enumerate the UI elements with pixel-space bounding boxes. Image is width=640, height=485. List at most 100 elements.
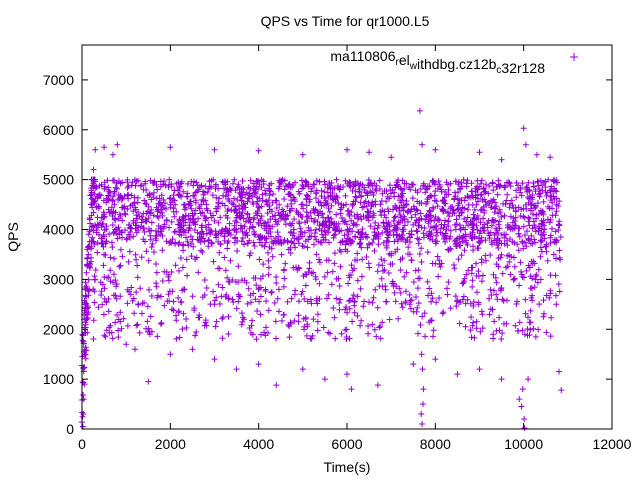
data-point <box>235 279 242 286</box>
data-point <box>543 241 550 248</box>
data-point <box>253 336 260 343</box>
data-point <box>337 263 344 270</box>
data-point <box>184 238 191 245</box>
data-point <box>459 204 466 211</box>
data-point <box>336 299 343 306</box>
data-point <box>540 211 547 218</box>
data-point <box>445 186 452 193</box>
data-point <box>307 188 314 195</box>
data-point <box>202 317 209 324</box>
data-point <box>449 203 456 210</box>
data-point <box>468 264 475 271</box>
data-point <box>231 195 238 202</box>
data-point <box>211 217 218 224</box>
data-point <box>166 288 173 295</box>
data-point <box>215 203 222 210</box>
data-point <box>439 310 446 317</box>
data-point <box>263 324 269 331</box>
data-point <box>538 238 545 245</box>
data-point <box>90 166 97 173</box>
data-point <box>189 212 196 219</box>
data-point <box>512 322 519 329</box>
data-point <box>121 193 128 200</box>
data-point <box>264 201 271 208</box>
data-point <box>331 314 338 321</box>
data-point <box>255 361 262 368</box>
data-point <box>276 201 283 208</box>
data-point <box>98 235 105 242</box>
data-point <box>304 192 311 199</box>
data-point <box>206 185 213 192</box>
data-point <box>352 182 359 189</box>
data-point <box>145 257 152 264</box>
data-point <box>397 211 404 218</box>
data-point <box>420 180 427 187</box>
data-point <box>476 149 483 156</box>
data-point <box>237 215 244 222</box>
data-point <box>147 313 154 320</box>
data-point <box>121 210 128 217</box>
data-point <box>108 204 115 211</box>
data-point <box>303 208 310 215</box>
data-point <box>133 322 140 329</box>
data-point <box>232 217 239 224</box>
data-point <box>181 206 188 213</box>
data-point <box>489 179 496 186</box>
data-point <box>326 180 333 187</box>
data-point <box>269 199 276 206</box>
data-point <box>119 234 126 241</box>
data-point <box>234 196 241 203</box>
data-point <box>316 256 323 263</box>
data-point <box>224 274 231 281</box>
data-point <box>440 235 447 242</box>
data-point <box>246 252 253 259</box>
data-point <box>88 258 95 265</box>
data-point <box>115 334 122 341</box>
data-point <box>276 308 283 315</box>
data-point <box>414 330 421 337</box>
data-point <box>129 179 136 186</box>
data-point <box>536 186 543 193</box>
data-point <box>533 271 540 278</box>
data-point <box>97 219 104 226</box>
data-point <box>486 311 493 318</box>
data-point <box>191 192 198 199</box>
data-point <box>100 311 107 318</box>
data-point <box>364 234 371 241</box>
data-point <box>521 239 528 246</box>
data-point <box>444 210 451 217</box>
data-point <box>527 205 534 212</box>
data-point <box>408 257 415 264</box>
data-point <box>433 198 440 205</box>
chart-title: QPS vs Time for qr1000.L5 <box>261 13 430 29</box>
data-point <box>256 236 263 243</box>
data-point <box>370 294 377 301</box>
data-point <box>113 185 120 192</box>
data-point <box>126 248 133 255</box>
data-point <box>248 322 255 329</box>
data-point <box>490 287 497 294</box>
data-point <box>463 218 470 225</box>
data-point <box>535 326 542 333</box>
data-point <box>360 303 367 310</box>
data-point <box>102 333 109 340</box>
data-point <box>244 211 251 218</box>
data-point <box>163 216 170 223</box>
data-point <box>225 238 232 245</box>
data-point <box>315 238 322 245</box>
data-point <box>354 250 361 257</box>
data-point <box>453 243 460 250</box>
data-point <box>225 331 232 338</box>
data-point <box>177 254 184 261</box>
data-point <box>176 334 183 341</box>
data-point <box>232 234 239 241</box>
data-point <box>441 221 448 228</box>
data-point <box>259 191 266 198</box>
data-point <box>221 233 228 240</box>
data-point <box>393 232 400 239</box>
data-point <box>525 236 532 243</box>
data-point <box>516 282 523 289</box>
data-point <box>148 196 155 203</box>
data-point <box>176 267 183 274</box>
